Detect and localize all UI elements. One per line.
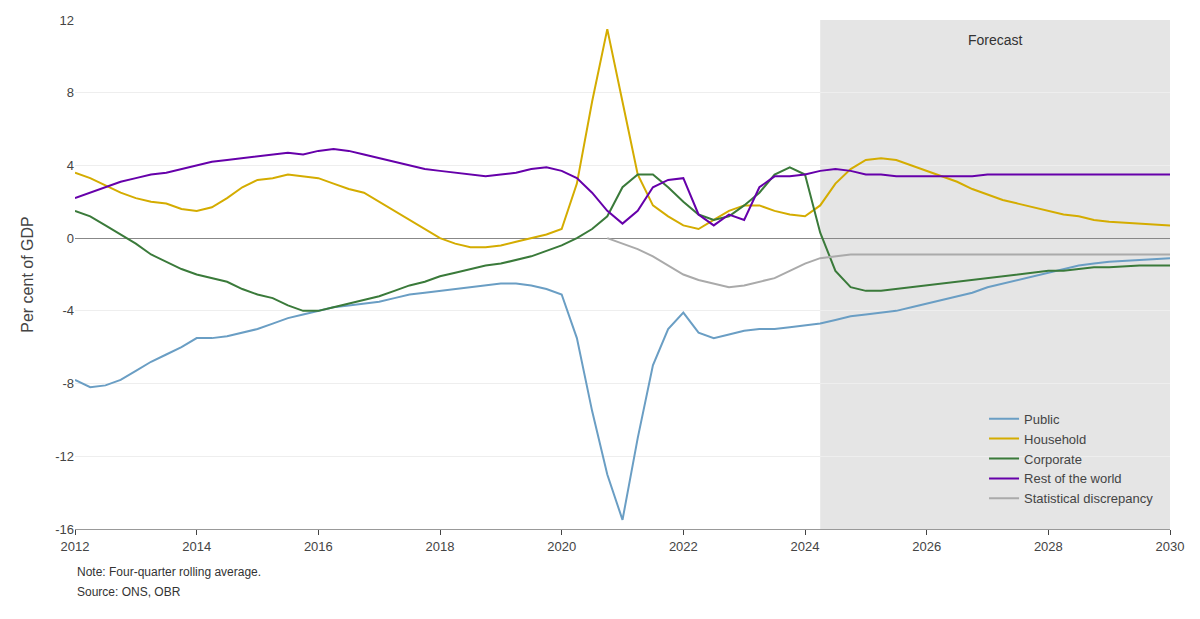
svg-text:2030: 2030	[1156, 539, 1185, 554]
svg-text:2018: 2018	[426, 539, 455, 554]
svg-text:2026: 2026	[912, 539, 941, 554]
svg-text:2016: 2016	[304, 539, 333, 554]
svg-text:4: 4	[67, 158, 74, 173]
svg-text:2024: 2024	[791, 539, 820, 554]
svg-text:2014: 2014	[182, 539, 211, 554]
svg-text:8: 8	[67, 85, 74, 100]
svg-text:2020: 2020	[547, 539, 576, 554]
svg-text:Note: Four-quarter rolling ave: Note: Four-quarter rolling average.	[77, 565, 261, 579]
svg-text:Corporate: Corporate	[1024, 452, 1082, 467]
svg-text:-4: -4	[62, 303, 74, 318]
svg-text:Forecast: Forecast	[968, 32, 1023, 48]
svg-text:Source: ONS, OBR: Source: ONS, OBR	[77, 585, 181, 599]
svg-text:Statistical discrepancy: Statistical discrepancy	[1024, 491, 1153, 506]
svg-text:0: 0	[67, 231, 74, 246]
svg-text:Household: Household	[1024, 432, 1086, 447]
svg-text:Public: Public	[1024, 412, 1060, 427]
svg-text:-8: -8	[62, 376, 74, 391]
svg-text:2028: 2028	[1034, 539, 1063, 554]
svg-text:12: 12	[60, 13, 74, 28]
svg-text:-12: -12	[55, 449, 74, 464]
svg-text:Per cent of GDP: Per cent of GDP	[19, 216, 36, 333]
svg-text:2022: 2022	[669, 539, 698, 554]
svg-text:2012: 2012	[61, 539, 90, 554]
svg-text:Rest of the world: Rest of the world	[1024, 471, 1122, 486]
svg-text:-16: -16	[55, 522, 74, 537]
